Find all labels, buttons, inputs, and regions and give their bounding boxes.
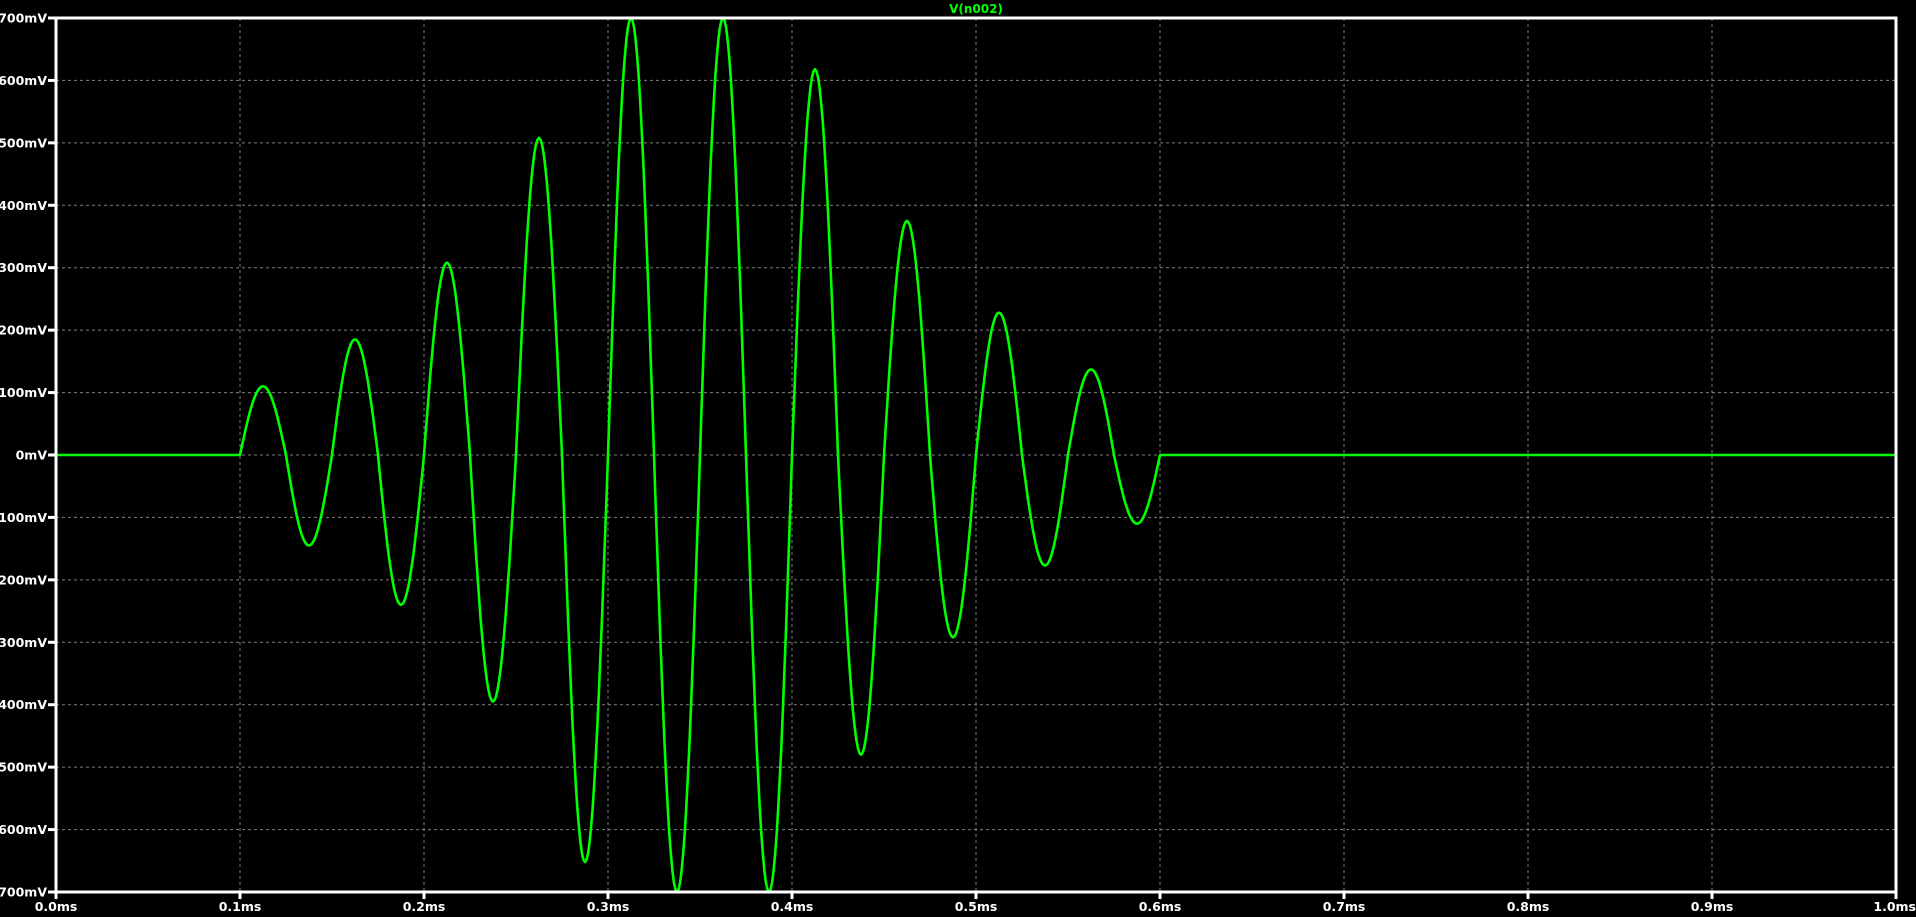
y-tick-label: -200mV — [0, 572, 47, 587]
x-tick-label: 1.0ms — [1873, 899, 1916, 914]
y-axis: 700mV 600mV 500mV 400mV 300mV 200mV 100mV 0mV -1… — [0, 11, 56, 900]
x-tick-label: 0.1ms — [219, 899, 262, 914]
x-tick-label: 0.8ms — [1507, 899, 1550, 914]
y-tick-label: -700mV — [0, 885, 47, 900]
x-tick-label: 0.4ms — [771, 899, 814, 914]
y-tick-label: 700mV — [0, 11, 47, 26]
y-tick-label: -600mV — [0, 822, 47, 837]
y-tick-label: -100mV — [0, 510, 47, 525]
x-tick-label: 0.6ms — [1139, 899, 1182, 914]
y-tick-label: 500mV — [0, 135, 47, 150]
x-tick-label: 0.7ms — [1323, 899, 1366, 914]
y-tick-label: 400mV — [0, 198, 47, 213]
trace-v-n002[interactable] — [56, 16, 1896, 894]
x-tick-label: 0.2ms — [403, 899, 446, 914]
x-axis: 0.0ms 0.1ms 0.2ms 0.3ms 0.4ms 0.5ms 0.6ms 0.7ms… — [35, 892, 1916, 914]
x-tick-label: 0.5ms — [955, 899, 998, 914]
y-tick-label: -500mV — [0, 760, 47, 775]
y-tick-label: 300mV — [0, 260, 47, 275]
y-tick-label: 600mV — [0, 73, 47, 88]
x-tick-label: 0.3ms — [587, 899, 630, 914]
y-tick-label: 200mV — [0, 323, 47, 338]
y-tick-label: -300mV — [0, 635, 47, 650]
y-tick-label: -400mV — [0, 697, 47, 712]
x-tick-label: 0.0ms — [35, 899, 78, 914]
trace-label[interactable]: V(n002) — [949, 2, 1003, 16]
y-tick-label: 100mV — [0, 385, 47, 400]
y-tick-label: 0mV — [16, 448, 48, 463]
x-tick-label: 0.9ms — [1691, 899, 1734, 914]
